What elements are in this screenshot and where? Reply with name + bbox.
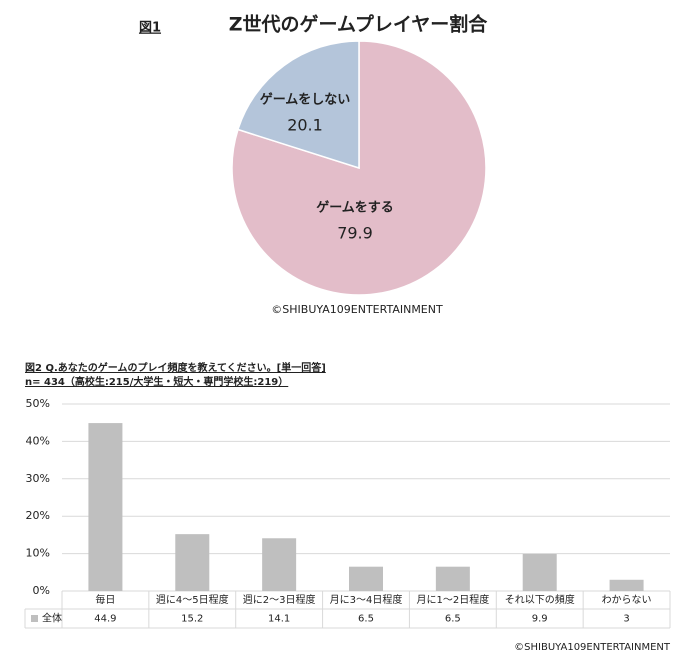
- credit: ©SHIBUYA109ENTERTAINMENT: [271, 303, 443, 316]
- table-value: 6.5: [445, 614, 461, 625]
- credit: ©SHIBUYA109ENTERTAINMENT: [514, 642, 671, 653]
- chart-title: Z世代のゲームプレイヤー割合: [229, 13, 488, 36]
- table-value: 3: [623, 614, 629, 625]
- chart-title: 図2 Q.あなたのゲームのプレイ頻度を教えてください。[単一回答]: [25, 361, 326, 374]
- figure-label: 図1: [139, 21, 161, 36]
- slice-category: ゲームをしない: [260, 92, 351, 108]
- bar: [349, 566, 383, 591]
- y-tick-label: 50%: [26, 397, 50, 410]
- x-tick-label: 月に3～4日程度: [330, 593, 403, 606]
- legend-swatch: [31, 615, 38, 622]
- x-tick-label: 週に4～5日程度: [156, 593, 229, 606]
- chart-subtitle: n= 434（高校生:215/大学生・短大・専門学校生:219）: [25, 375, 288, 388]
- y-tick-label: 20%: [26, 509, 50, 522]
- bar: [435, 566, 470, 591]
- x-tick-label: 週に2～3日程度: [243, 593, 316, 606]
- pie-slice: [237, 40, 360, 170]
- slice-category: ゲームをする: [316, 200, 394, 216]
- bar: [609, 579, 644, 591]
- table-value: 9.9: [532, 614, 548, 625]
- y-tick-label: 40%: [26, 434, 50, 447]
- x-tick-label: わからない: [602, 594, 652, 606]
- y-tick-label: 0%: [33, 584, 50, 597]
- table-value: 14.1: [268, 614, 290, 625]
- data-label: 79.9: [337, 224, 373, 243]
- x-tick-label: 月に1～2日程度: [416, 593, 489, 606]
- bar: [522, 553, 557, 591]
- legend-label: 全体: [42, 612, 62, 625]
- bar: [175, 534, 210, 591]
- table-value: 6.5: [358, 614, 374, 625]
- y-tick-label: 30%: [26, 472, 50, 485]
- table-value: 44.9: [94, 614, 116, 625]
- x-tick-label: それ以下の頻度: [505, 593, 575, 606]
- bar: [88, 423, 123, 591]
- x-tick-label: 毎日: [95, 593, 115, 606]
- bar: [262, 538, 297, 591]
- y-tick-label: 10%: [26, 547, 50, 560]
- data-label: 20.1: [287, 116, 323, 135]
- pie-slice: [231, 40, 487, 296]
- table-value: 15.2: [181, 614, 203, 625]
